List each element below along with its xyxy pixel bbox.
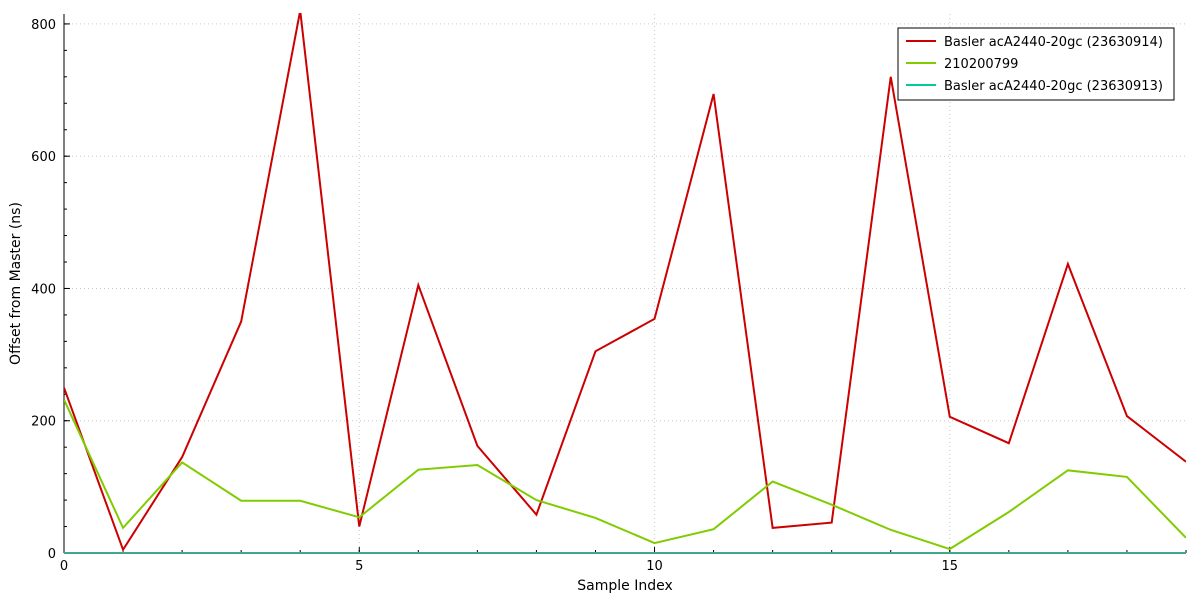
legend-label: Basler acA2440-20gc (23630913): [944, 79, 1163, 94]
grid: [64, 14, 1186, 553]
y-tick-label: 800: [31, 18, 56, 33]
y-tick-label: 600: [31, 150, 56, 165]
series-line-1: [64, 13, 1186, 552]
legend-label: Basler acA2440-20gc (23630914): [944, 35, 1163, 50]
y-tick-label: 400: [31, 282, 56, 297]
legend-box: [897, 27, 1175, 101]
x-tick-label: 15: [942, 559, 959, 574]
x-axis-title: Sample Index: [577, 578, 672, 594]
series-lines: [64, 13, 1186, 553]
y-tick-label: 0: [48, 547, 56, 562]
y-tick-label: 200: [31, 415, 56, 430]
legend: Basler acA2440-20gc (23630914) 210200799 B…: [897, 27, 1175, 101]
x-tick-label: 5: [355, 559, 363, 574]
x-tick-label: 0: [60, 559, 68, 574]
series-line-2: [64, 399, 1186, 551]
x-tick-label: 10: [646, 559, 663, 574]
legend-label: 210200799: [944, 57, 1018, 72]
y-axis-title: Offset from Master (ns): [8, 202, 24, 365]
